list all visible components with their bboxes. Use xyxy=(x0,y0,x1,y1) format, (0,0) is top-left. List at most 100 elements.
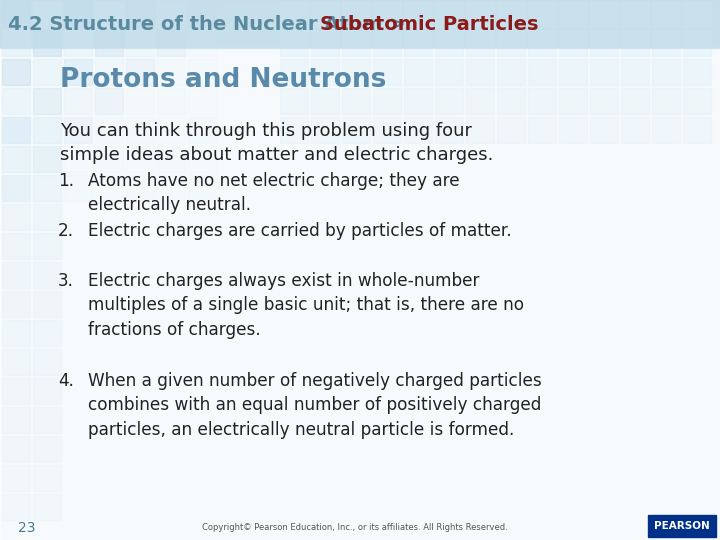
Bar xyxy=(33,494,61,520)
Text: Subatomic Particles: Subatomic Particles xyxy=(320,15,539,33)
Bar xyxy=(435,88,463,114)
Bar xyxy=(157,146,185,172)
Bar xyxy=(590,88,618,114)
Bar xyxy=(95,117,123,143)
Bar xyxy=(342,59,370,85)
Bar xyxy=(652,1,680,27)
Bar xyxy=(342,1,370,27)
Bar xyxy=(2,117,30,143)
Bar xyxy=(342,117,370,143)
Bar xyxy=(2,262,30,288)
Bar xyxy=(466,1,494,27)
Bar xyxy=(648,515,716,537)
Bar xyxy=(95,30,123,56)
Bar xyxy=(157,59,185,85)
Bar xyxy=(559,1,587,27)
Text: 3.: 3. xyxy=(58,272,74,290)
Bar xyxy=(33,407,61,433)
Text: Protons and Neutrons: Protons and Neutrons xyxy=(60,67,387,93)
Bar xyxy=(311,1,339,27)
Bar xyxy=(373,59,401,85)
Bar xyxy=(33,1,61,27)
Bar xyxy=(559,59,587,85)
Text: You can think through this problem using four
simple ideas about matter and elec: You can think through this problem using… xyxy=(60,122,493,164)
Bar xyxy=(33,30,61,56)
Bar xyxy=(621,59,649,85)
Bar xyxy=(342,88,370,114)
Bar xyxy=(497,1,525,27)
Bar xyxy=(683,1,711,27)
Text: Electric charges always exist in whole-number
multiples of a single basic unit; : Electric charges always exist in whole-n… xyxy=(88,272,524,339)
Bar xyxy=(652,88,680,114)
Bar xyxy=(95,175,123,201)
Bar xyxy=(188,88,216,114)
Bar xyxy=(188,1,216,27)
Bar xyxy=(621,1,649,27)
Bar xyxy=(126,1,154,27)
Bar xyxy=(528,117,556,143)
Bar xyxy=(188,59,216,85)
Bar xyxy=(683,88,711,114)
Bar xyxy=(311,88,339,114)
Bar xyxy=(126,59,154,85)
Bar xyxy=(126,175,154,201)
Bar xyxy=(33,320,61,346)
Bar xyxy=(621,88,649,114)
Text: 2.: 2. xyxy=(58,222,74,240)
Bar xyxy=(33,465,61,491)
Bar xyxy=(590,1,618,27)
Bar xyxy=(683,59,711,85)
Bar xyxy=(590,59,618,85)
Bar xyxy=(497,117,525,143)
Bar xyxy=(2,59,30,85)
Bar xyxy=(404,88,432,114)
Bar xyxy=(652,30,680,56)
Bar xyxy=(497,30,525,56)
Bar xyxy=(188,146,216,172)
Bar xyxy=(2,88,30,114)
Text: 1.: 1. xyxy=(58,172,74,190)
Bar xyxy=(33,436,61,462)
Bar xyxy=(497,88,525,114)
Bar xyxy=(466,117,494,143)
Bar xyxy=(559,30,587,56)
Bar xyxy=(590,30,618,56)
Bar xyxy=(342,30,370,56)
Bar xyxy=(2,146,30,172)
Bar xyxy=(0,0,720,48)
Bar xyxy=(311,30,339,56)
Bar xyxy=(311,117,339,143)
Bar xyxy=(435,117,463,143)
Bar xyxy=(33,117,61,143)
Bar xyxy=(2,117,30,143)
Bar xyxy=(435,1,463,27)
Bar xyxy=(280,117,308,143)
Bar xyxy=(33,146,61,172)
Bar xyxy=(33,233,61,259)
Text: 4.2 Structure of the Nuclear Atom >: 4.2 Structure of the Nuclear Atom > xyxy=(8,15,413,33)
Bar xyxy=(280,88,308,114)
Bar xyxy=(157,30,185,56)
Bar xyxy=(126,117,154,143)
Bar xyxy=(95,88,123,114)
Bar xyxy=(528,1,556,27)
Bar xyxy=(373,30,401,56)
Bar xyxy=(2,407,30,433)
Bar xyxy=(2,175,30,201)
Bar xyxy=(280,30,308,56)
Bar xyxy=(528,30,556,56)
Bar xyxy=(64,175,92,201)
Bar xyxy=(2,233,30,259)
Bar xyxy=(280,59,308,85)
Bar xyxy=(188,175,216,201)
Text: 4.: 4. xyxy=(58,372,74,390)
Bar xyxy=(33,378,61,404)
Bar xyxy=(466,88,494,114)
Bar xyxy=(33,175,61,201)
Bar xyxy=(2,320,30,346)
Text: 23: 23 xyxy=(18,521,35,535)
Bar xyxy=(466,30,494,56)
Bar xyxy=(33,291,61,317)
Bar xyxy=(2,1,30,27)
Text: When a given number of negatively charged particles
combines with an equal numbe: When a given number of negatively charge… xyxy=(88,372,541,438)
